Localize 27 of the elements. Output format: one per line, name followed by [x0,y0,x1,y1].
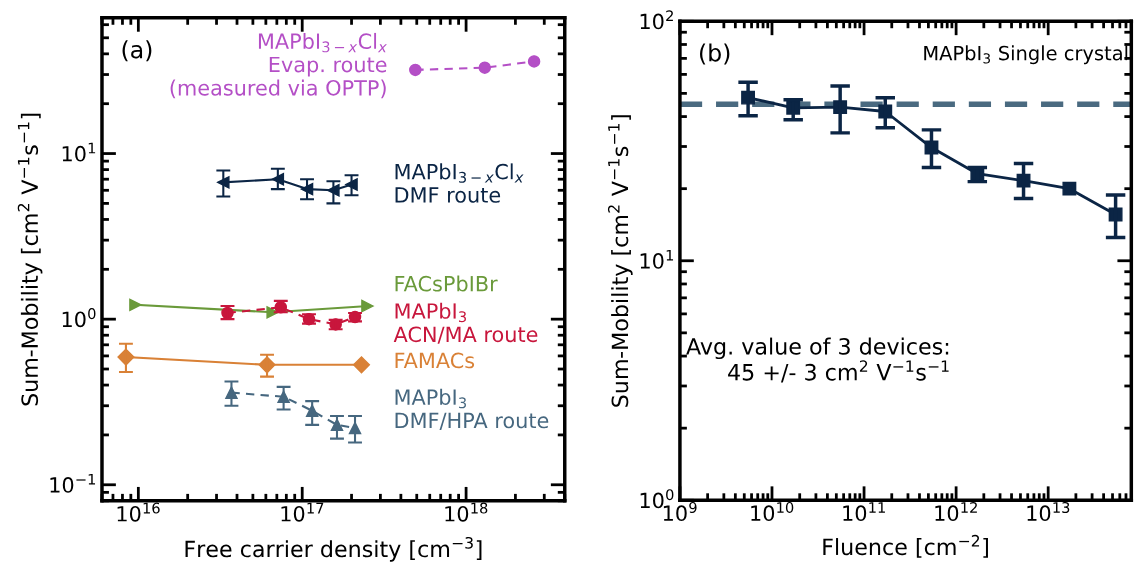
y-axis-title: Sum-Mobility [cm$^{2}$ V$^{−1}$s$^{−1}$] [607,115,633,407]
point [1062,181,1077,196]
x-tick-label: 10$^{16}$ [117,502,160,522]
x-tick-label: 10$^{13}$ [1027,501,1070,522]
y-tick-label: 10$^{1}$ [640,249,674,269]
series-label: FAMACs [395,352,475,369]
x-tick-label: 10$^{11}$ [843,502,885,522]
x-tick-label: 10$^{12}$ [935,501,977,522]
annotation: (b) [700,43,730,65]
x-tick-label: 10$^{17}$ [281,502,324,522]
series-label: MAPbI$_{3−x}$Cl$_{x}$ DMF route [395,163,524,203]
y-tick-label: 10$^{−1}$ [50,473,96,493]
series-label: MAPbI$_{3}$ DMF/HPA route [395,388,549,430]
series-label: MAPbI$_{3}$ ACN/MA route [393,302,538,344]
annotation: (a) [122,40,152,62]
x-axis-title: Fluence [cm$^{−2}$] [823,534,988,558]
annotation: MAPbI$_{3}$ Single crystal [924,45,1128,65]
y-tick-label: 10$^{1}$ [62,142,96,162]
y-axis-title: Sum-Mobility [cm$^{2}$ V$^{−1}$s$^{−1}$] [17,113,43,406]
x-axis-title: Free carrier density [cm$^{−3}$] [185,536,482,562]
series-label: FACsPbIBr [395,275,498,292]
annotation: Avg. value of 3 devices: 45 +/- 3 cm$^{2}$ V$^{−1}$s$^{−1}$ [686,337,949,383]
series-label: MAPbI$_{3−x}$Cl$_{x}$ Evap. route (measured via OPTP) [170,32,387,99]
x-tick-label: 10$^{10}$ [751,501,794,522]
y-tick-label: 10$^{2}$ [640,10,673,30]
y-tick-label: 10$^{0}$ [62,308,96,328]
x-tick-label: 10$^{18}$ [445,502,488,522]
